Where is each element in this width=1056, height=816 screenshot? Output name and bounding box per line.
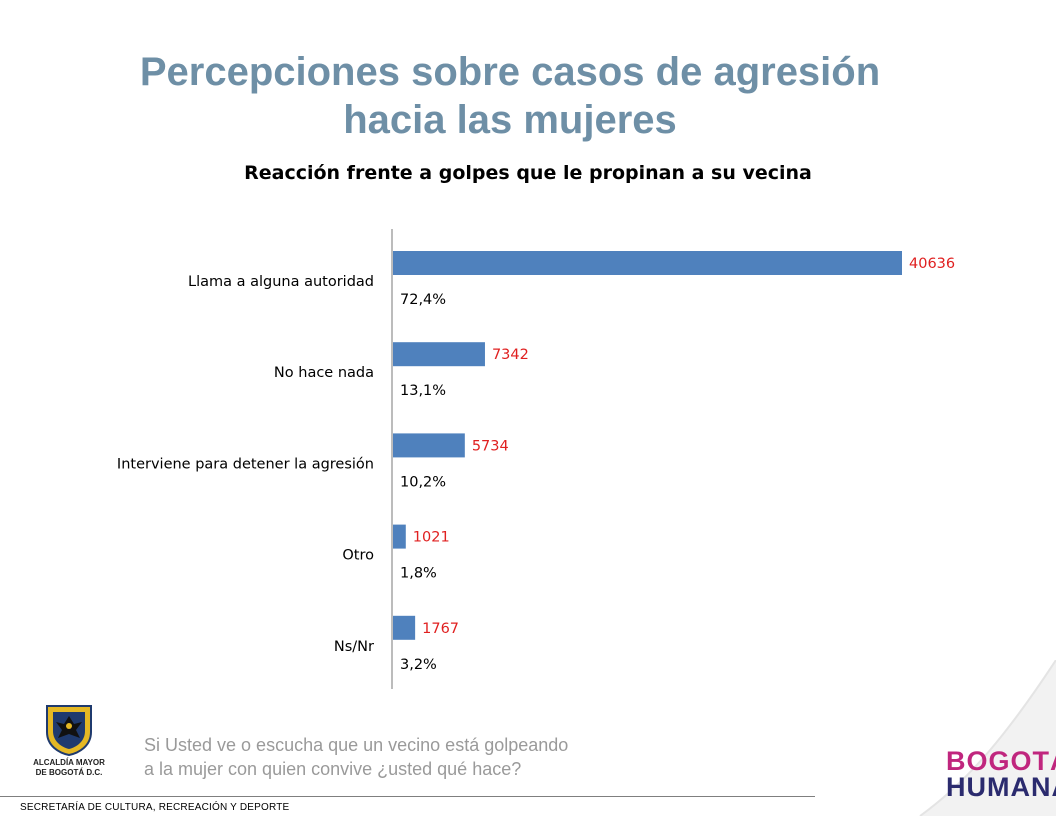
value-label: 7342: [492, 347, 529, 363]
bar: [393, 433, 465, 458]
survey-question-line1: Si Usted ve o escucha que un vecino está…: [144, 735, 569, 755]
category-label: Llama a alguna autoridad: [188, 274, 374, 290]
slide-title: Percepciones sobre casos de agresión hac…: [60, 48, 960, 144]
category-label: Ns/Nr: [334, 639, 374, 655]
bar: [393, 524, 406, 549]
percent-label: 13,1%: [400, 383, 446, 399]
survey-question-line2: a la mujer con quien convive ¿usted qué …: [144, 759, 522, 779]
alcaldia-logo: ALCALDÍA MAYOR DE BOGOTÁ D.C.: [14, 700, 124, 785]
bogota-logo-line2: HUMANA: [946, 772, 1056, 802]
footer-text: SECRETARÍA DE CULTURA, RECREACIÓN Y DEPO…: [20, 802, 290, 813]
bar-chart: Llama a alguna autoridad 40636 72,4% No hac…: [117, 229, 955, 689]
value-label: 5734: [472, 438, 509, 454]
value-label: 1021: [413, 530, 450, 546]
bogota-humana-logo: BOGOTÁ HUMANA: [946, 746, 1056, 804]
category-label: Interviene para detener la agresión: [117, 456, 374, 472]
value-label: 1767: [422, 621, 459, 637]
category-label: Otro: [342, 548, 374, 564]
alcaldia-logo-line1: ALCALDÍA MAYOR: [33, 758, 105, 767]
percent-label: 3,2%: [400, 657, 437, 673]
slide-title-line2: hacia las mujeres: [343, 98, 677, 142]
chart-title: Reacción frente a golpes que le propinan…: [244, 162, 812, 184]
page-curl-decoration: [919, 660, 1056, 816]
category-label: No hace nada: [274, 365, 374, 381]
bar: [393, 342, 485, 367]
percent-label: 10,2%: [400, 474, 446, 490]
survey-question: Si Usted ve o escucha que un vecino está…: [144, 733, 684, 781]
coat-of-arms-icon: [46, 705, 92, 756]
bar: [393, 251, 902, 275]
alcaldia-logo-line2: DE BOGOTÁ D.C.: [35, 768, 103, 777]
percent-label: 1,8%: [400, 566, 437, 582]
percent-label: 72,4%: [400, 292, 446, 308]
footer-divider: [0, 796, 815, 797]
bar: [393, 615, 416, 640]
value-label: 40636: [909, 256, 955, 272]
slide-title-line1: Percepciones sobre casos de agresión: [139, 50, 881, 94]
bogota-logo-line1: BOGOTÁ: [946, 746, 1056, 776]
